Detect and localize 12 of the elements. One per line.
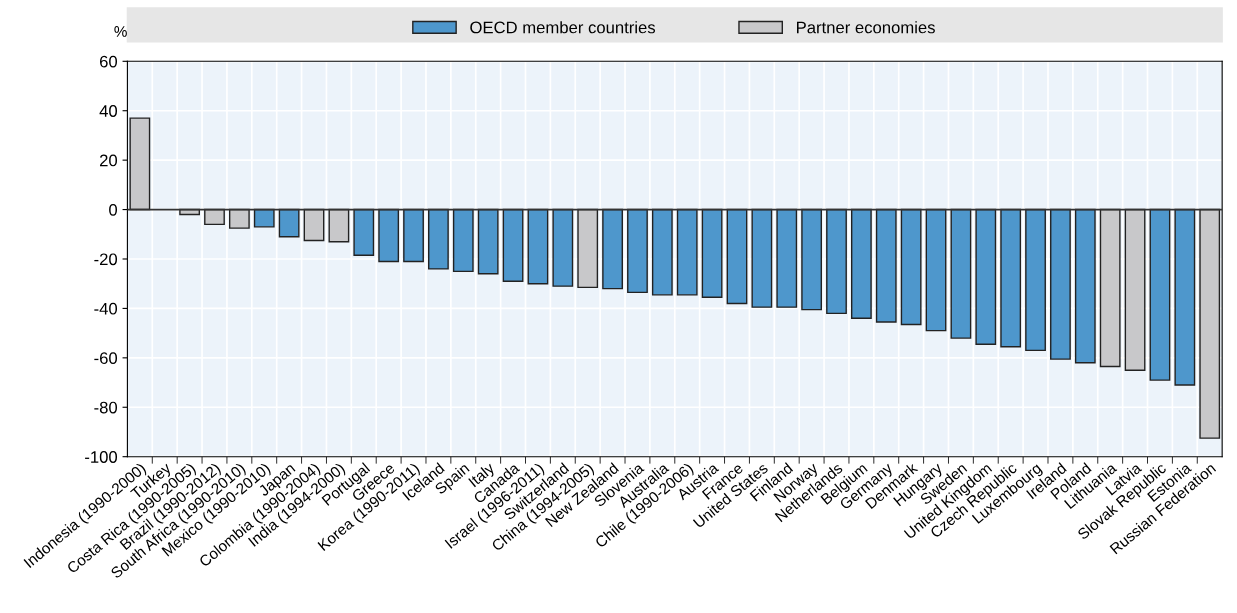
y-tick-label: 40 [99, 105, 118, 117]
y-tick-label: -60 [94, 352, 118, 365]
y-axis-title: % [114, 26, 127, 37]
y-tick-label: -40 [94, 302, 118, 315]
y-tick-label: 0 [109, 203, 118, 216]
y-tick-label: -80 [94, 401, 118, 414]
y-tick-label: -20 [94, 253, 118, 266]
y-tick-label: 60 [100, 55, 118, 68]
y-tick-label: -100 [85, 451, 118, 463]
legend-label: OECD member countries [470, 21, 656, 34]
legend-label: Partner economies [797, 21, 935, 34]
y-tick-label: 20 [99, 154, 118, 167]
